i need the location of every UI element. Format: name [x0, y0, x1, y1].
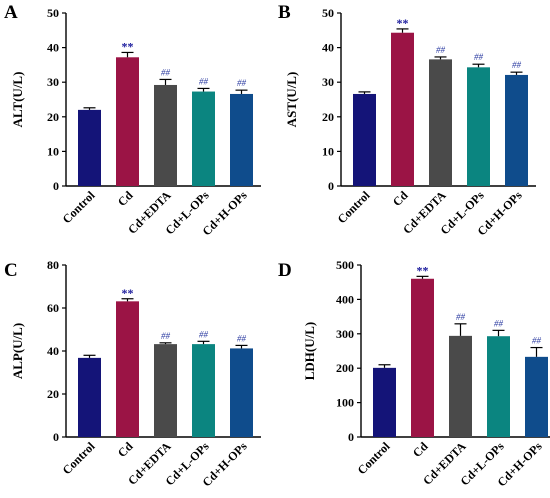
panel-letter: A: [4, 2, 18, 23]
y-tick-label: 0: [328, 179, 334, 193]
y-tick-label: 20: [47, 110, 59, 124]
y-tick-label: 10: [47, 144, 59, 158]
x-tick-label: Control: [60, 188, 98, 226]
panel-letter: C: [4, 260, 18, 281]
panel-letter: D: [278, 260, 292, 281]
y-tick-label: 200: [336, 361, 354, 375]
x-tick-label: Cd: [410, 439, 431, 460]
bar: [192, 91, 215, 186]
x-tick-label: Cd: [115, 439, 136, 460]
bar: [467, 67, 490, 186]
panel-b: B01020304050AST(U/L)Control**Cd##Cd+EDTA…: [278, 2, 536, 238]
y-tick-label: 20: [322, 110, 334, 124]
significance-label: **: [122, 286, 134, 300]
bar: [78, 357, 101, 437]
x-tick-label: Cd: [115, 188, 136, 209]
x-tick-label: Control: [355, 439, 393, 477]
bar: [373, 367, 396, 437]
y-tick-label: 40: [47, 344, 59, 358]
y-tick-label: 40: [47, 41, 59, 55]
x-tick-label: Control: [60, 439, 98, 477]
panel-c: C020406080ALP(U/L)Control**Cd##Cd+EDTA##…: [4, 258, 261, 489]
bar: [525, 356, 548, 437]
significance-label: ##: [237, 78, 247, 88]
significance-label: ##: [436, 45, 446, 55]
y-tick-label: 50: [47, 6, 59, 20]
panel-letter: B: [278, 2, 291, 23]
y-tick-label: 60: [47, 301, 59, 315]
x-tick-label: Control: [335, 188, 373, 226]
significance-label: ##: [199, 329, 209, 339]
bar: [116, 301, 139, 437]
y-tick-label: 30: [47, 75, 59, 89]
bar: [230, 93, 253, 186]
significance-label: ##: [494, 318, 504, 328]
y-tick-label: 80: [47, 258, 59, 272]
y-tick-label: 0: [53, 179, 59, 193]
bar: [449, 335, 472, 437]
bar: [78, 109, 101, 186]
y-tick-label: 0: [53, 430, 59, 444]
panel-d: D0100200300400500LDH(U/L)Control**Cd##Cd…: [278, 258, 550, 489]
bar: [391, 32, 414, 186]
significance-label: ##: [474, 52, 484, 62]
bar: [505, 74, 528, 186]
significance-label: **: [417, 263, 429, 277]
y-tick-label: 500: [336, 258, 354, 272]
y-axis-label: LDH(U/L): [302, 322, 317, 381]
significance-label: ##: [199, 76, 209, 86]
significance-label: **: [397, 16, 409, 30]
bar: [353, 93, 376, 186]
significance-label: ##: [456, 312, 466, 322]
y-tick-label: 0: [348, 430, 354, 444]
y-tick-label: 400: [336, 292, 354, 306]
bar: [411, 278, 434, 437]
significance-label: ##: [512, 60, 522, 70]
y-tick-label: 300: [336, 327, 354, 341]
bar: [487, 336, 510, 437]
significance-label: ##: [532, 336, 542, 346]
y-axis-label: ALT(U/L): [10, 72, 25, 128]
bar: [116, 57, 139, 187]
bar: [192, 344, 215, 437]
y-axis-label: ALP(U/L): [10, 323, 25, 379]
significance-label: ##: [161, 67, 171, 77]
y-tick-label: 30: [322, 75, 334, 89]
significance-label: **: [122, 39, 134, 53]
bar: [154, 84, 177, 186]
x-tick-label: Cd: [390, 188, 411, 209]
bar: [429, 59, 452, 186]
y-tick-label: 50: [322, 6, 334, 20]
panel-a: A01020304050ALT(U/L)Control**Cd##Cd+EDTA…: [4, 2, 261, 238]
y-tick-label: 40: [322, 41, 334, 55]
bar: [154, 344, 177, 437]
y-tick-label: 10: [322, 144, 334, 158]
y-tick-label: 20: [47, 387, 59, 401]
bar: [230, 348, 253, 437]
y-tick-label: 100: [336, 396, 354, 410]
significance-label: ##: [161, 331, 171, 341]
y-axis-label: AST(U/L): [284, 72, 299, 128]
significance-label: ##: [237, 333, 247, 343]
